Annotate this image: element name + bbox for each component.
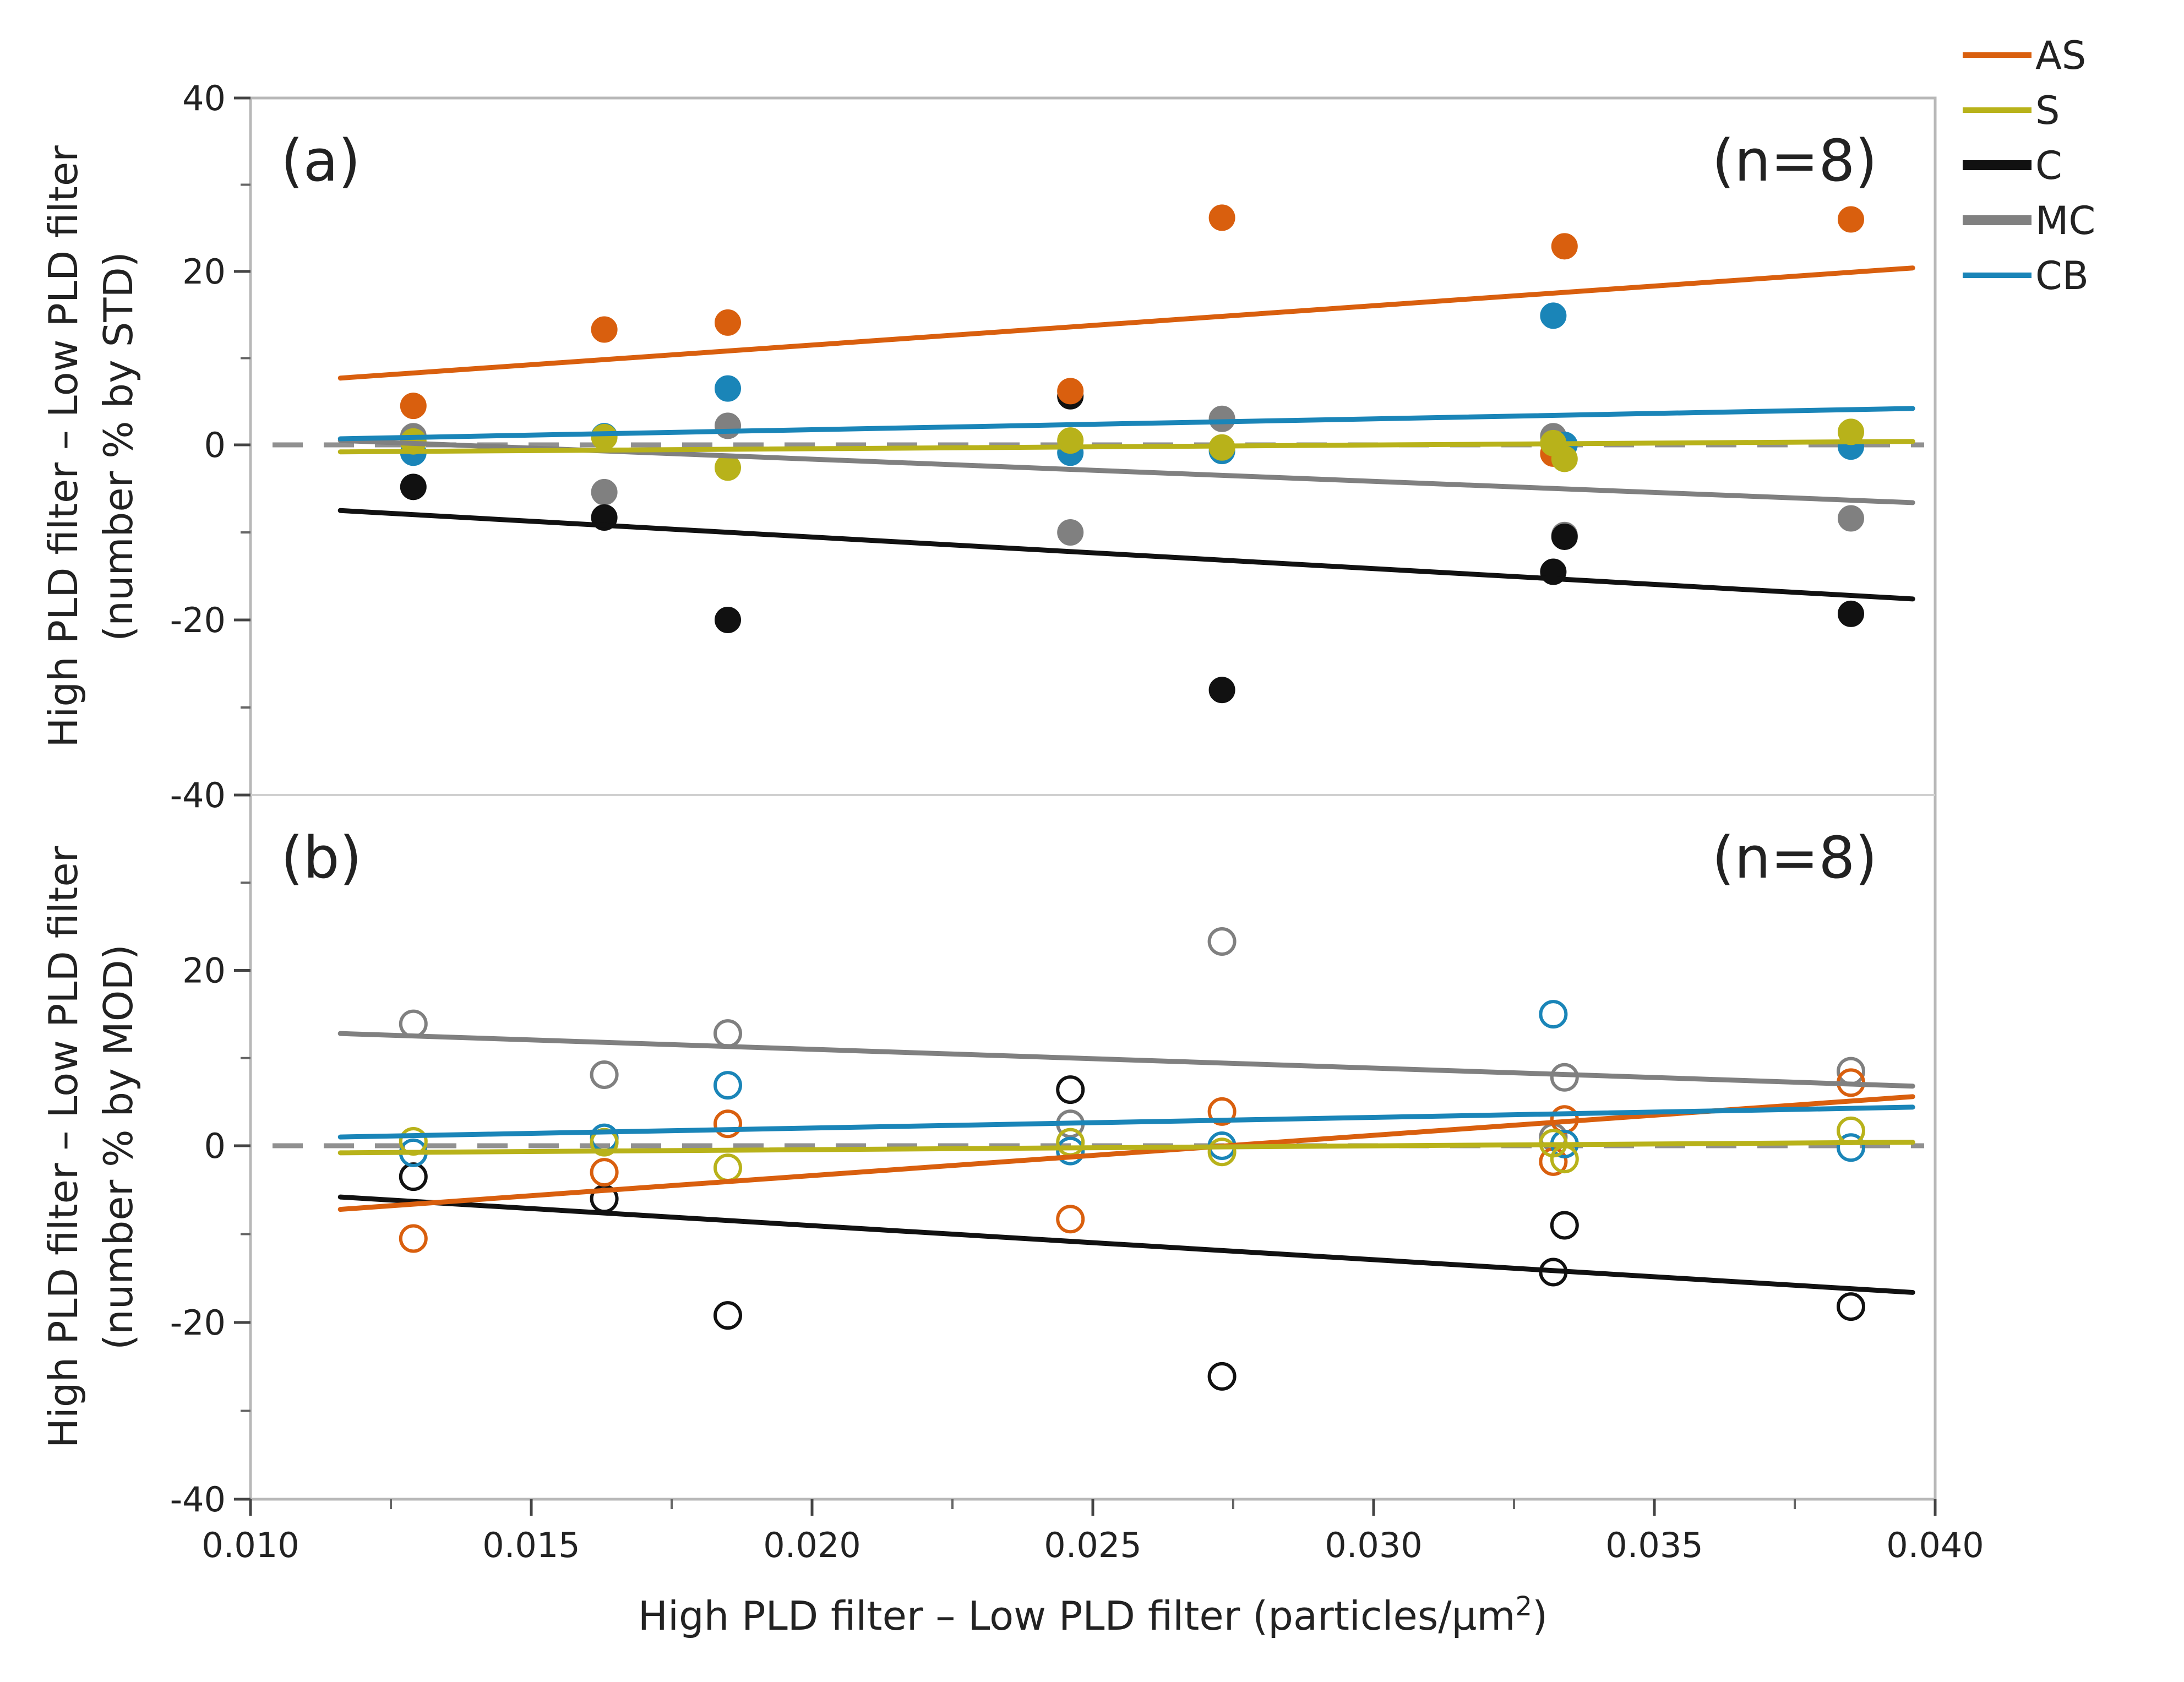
y-tick-label: -40 xyxy=(170,1479,226,1520)
fit-line-c xyxy=(337,1194,1915,1295)
data-point-cb xyxy=(715,375,741,402)
y-axis-title-line2: (number % by MOD) xyxy=(95,944,141,1350)
data-point-cb xyxy=(1540,302,1567,329)
data-point-as xyxy=(1551,233,1578,260)
data-point-as xyxy=(1208,204,1235,231)
fit-line-as xyxy=(337,1094,1915,1212)
n-label: (n=8) xyxy=(1712,824,1877,891)
data-point-mc xyxy=(1838,505,1864,532)
data-point-s xyxy=(1207,1137,1237,1167)
legend-label-mc: MC xyxy=(2035,198,2095,243)
data-point-mc xyxy=(1208,405,1235,432)
data-point-s xyxy=(715,454,741,481)
data-point-mc xyxy=(714,1019,742,1048)
legend-label-cb: CB xyxy=(2035,253,2089,298)
data-point-s xyxy=(1550,1145,1579,1174)
x-tick-label: 0.040 xyxy=(1886,1525,1984,1565)
x-tick-label: 0.010 xyxy=(201,1525,299,1565)
legend-label-c: C xyxy=(2035,143,2062,188)
y-tick-label: 20 xyxy=(182,951,226,991)
data-point-s xyxy=(1056,1128,1085,1157)
data-point-s xyxy=(1551,445,1578,472)
data-point-mc xyxy=(715,412,741,439)
data-point-mc xyxy=(1207,927,1237,956)
data-point-mc xyxy=(590,1060,619,1090)
panel-b: 20 0 -20 -40 High PLD filter – Low PLD filte… xyxy=(40,824,1924,1520)
legend-label-s: S xyxy=(2035,88,2060,133)
data-point-c xyxy=(1550,1211,1579,1240)
series-as xyxy=(400,204,1864,467)
data-point-as xyxy=(1057,378,1084,405)
x-tick-label: 0.020 xyxy=(763,1525,861,1565)
data-point-as xyxy=(1838,206,1864,233)
data-point-c xyxy=(1837,1292,1865,1321)
fit-line-cb xyxy=(337,406,1915,442)
fit-line-s xyxy=(337,1140,1915,1156)
panel-a: 40 20 0 -20 -40 High PLD filter – Low PLD fil… xyxy=(40,78,1924,815)
n-label: (n=8) xyxy=(1712,127,1877,194)
data-point-as xyxy=(1056,1205,1085,1234)
y-tick-label: -20 xyxy=(170,600,226,640)
data-point-as xyxy=(400,393,427,420)
data-point-s xyxy=(714,1153,742,1183)
data-point-s xyxy=(1837,1116,1865,1145)
y-tick-label: 0 xyxy=(204,1126,226,1166)
data-point-c xyxy=(1208,677,1235,704)
data-point-mc xyxy=(1550,1063,1579,1092)
y-tick-label: -40 xyxy=(170,775,226,815)
data-point-mc xyxy=(399,1009,428,1038)
data-point-c xyxy=(1207,1362,1237,1391)
data-point-mc xyxy=(1057,519,1084,546)
panel-label: (a) xyxy=(281,127,361,194)
data-point-as xyxy=(591,316,618,343)
y-tick-label: 0 xyxy=(204,425,226,465)
data-point-cb xyxy=(714,1071,742,1100)
x-tick-label: 0.035 xyxy=(1605,1525,1703,1565)
data-point-c xyxy=(1056,1075,1085,1104)
y-axis-title-line1: High PLD filter – Low PLD filter xyxy=(40,846,86,1448)
fit-line-mc xyxy=(337,1031,1915,1089)
x-tick-label: 0.025 xyxy=(1044,1525,1142,1565)
data-point-as xyxy=(714,1109,742,1139)
data-point-c xyxy=(714,1301,742,1330)
data-point-cb xyxy=(1056,1136,1085,1166)
data-point-s xyxy=(591,423,618,450)
x-axis-title: High PLD filter – Low PLD filter (partic… xyxy=(638,1591,1548,1639)
data-point-c xyxy=(1838,600,1864,627)
fit-line-s xyxy=(337,439,1915,455)
data-point-c xyxy=(399,1162,428,1191)
data-point-c xyxy=(400,473,427,500)
y-axis-title-line2: (number % by STD) xyxy=(95,252,141,641)
y-tick-label: 20 xyxy=(182,252,226,292)
series-as xyxy=(399,1068,1865,1253)
data-point-cb xyxy=(1837,1133,1865,1162)
panel-label: (b) xyxy=(281,824,362,891)
fit-line-c xyxy=(337,508,1915,602)
y-tick-label: -20 xyxy=(170,1303,226,1343)
plot-frame xyxy=(249,96,1937,1501)
data-point-as xyxy=(1207,1097,1237,1126)
x-tick-label: 0.030 xyxy=(1325,1525,1423,1565)
data-point-as xyxy=(399,1224,428,1253)
data-point-c xyxy=(715,607,741,633)
data-point-as xyxy=(590,1158,619,1187)
data-point-c xyxy=(1551,523,1578,550)
y-axis-title-line1: High PLD filter – Low PLD filter xyxy=(40,145,86,748)
x-tick-label: 0.015 xyxy=(482,1525,580,1565)
data-point-s xyxy=(1838,418,1864,445)
series-cb xyxy=(399,1000,1865,1167)
legend-label-as: AS xyxy=(2035,33,2086,78)
legend: AS SC MC CB xyxy=(1963,33,2095,298)
fit-line-as xyxy=(337,265,1915,381)
data-point-mc xyxy=(591,478,618,505)
data-point-cb xyxy=(1539,1000,1568,1029)
data-point-as xyxy=(715,309,741,336)
fit-line-cb xyxy=(337,1104,1915,1140)
y-tick-label: 40 xyxy=(182,78,226,118)
